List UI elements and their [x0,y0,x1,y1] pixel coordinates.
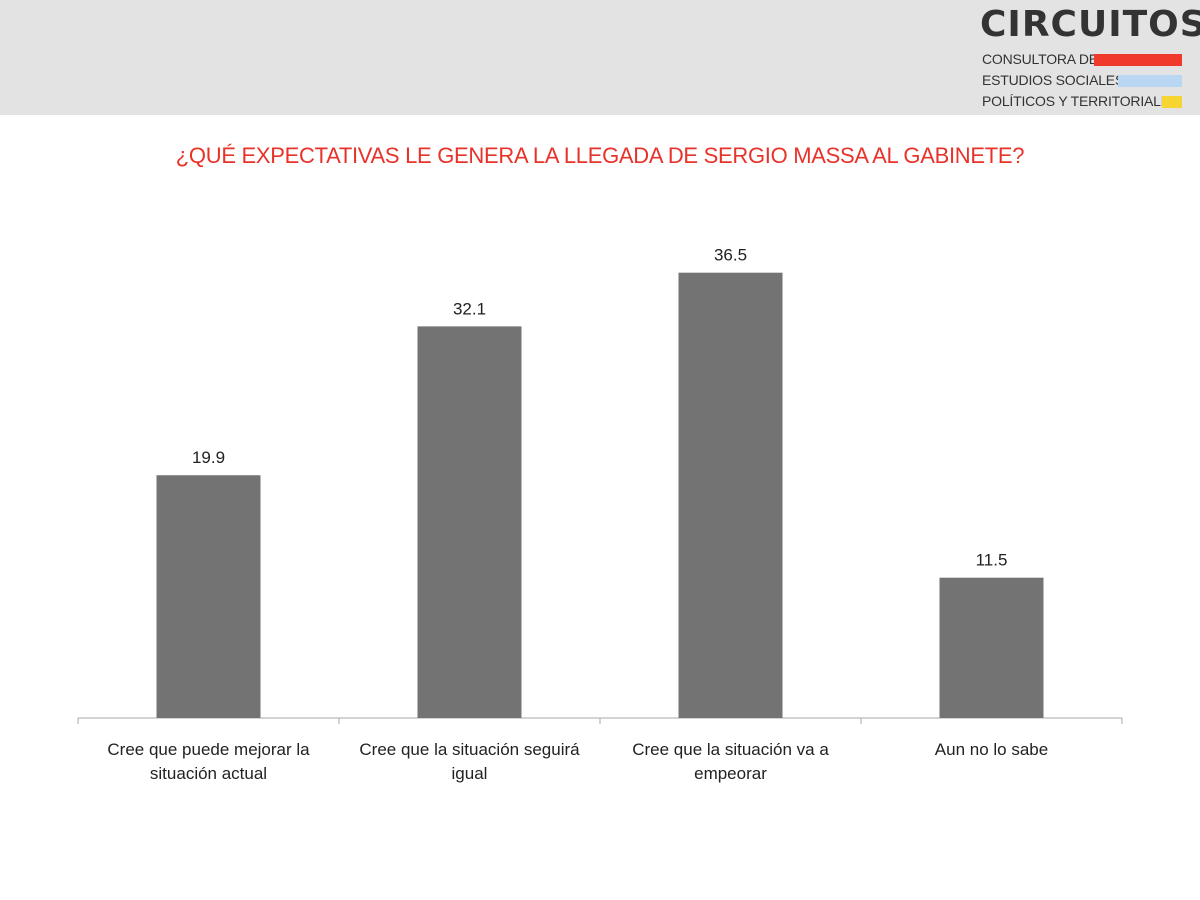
bar-value-label: 19.9 [192,448,225,467]
category-label: Cree que la situación va a empeorar [632,740,829,783]
category-label: Cree que la situación seguirá igual [359,740,580,783]
category-label: Aun no lo sabe [934,740,1049,759]
bar-value-label: 36.5 [714,246,747,265]
header-band [0,0,1200,115]
logo-name: CIRCUITOS [980,4,1200,45]
category-label: Cree que puede mejorar la situación actu… [107,740,310,783]
logo-blue-stripe [1118,75,1182,87]
bar-value-label: 32.1 [453,299,486,318]
logo-yellow-stripe [1162,96,1182,108]
logo-line-3: POLÍTICOS Y TERRITORIALES [982,93,1180,109]
chart-title: ¿QUÉ EXPECTATIVAS LE GENERA LA LLEGADA D… [175,143,1025,168]
bar [678,272,783,718]
bar [156,475,261,718]
bar [417,326,522,718]
logo-line-1: CONSULTORA DE [982,51,1098,67]
logo-line-2: ESTUDIOS SOCIALES, [982,72,1128,88]
bar-value-label: 11.5 [976,551,1008,570]
circuitos-logo: CIRCUITOS CONSULTORA DE ESTUDIOS SOCIALE… [980,4,1200,110]
logo-red-stripe [1094,54,1182,66]
bar [939,577,1044,718]
